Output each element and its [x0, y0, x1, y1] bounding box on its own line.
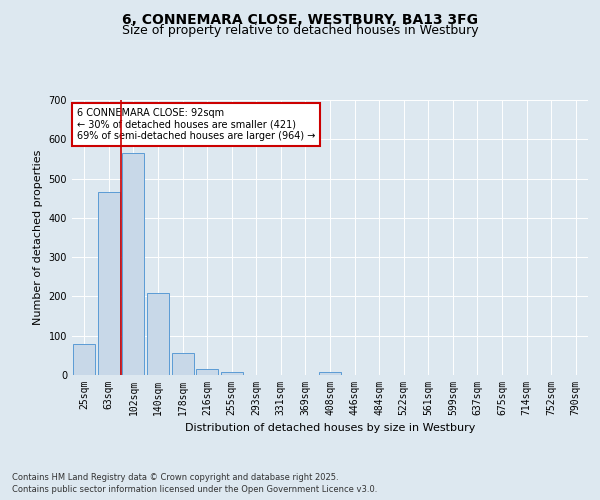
Bar	[221, 372, 243, 375]
Bar	[196, 369, 218, 375]
Bar	[98, 192, 120, 375]
Text: 6 CONNEMARA CLOSE: 92sqm
← 30% of detached houses are smaller (421)
69% of semi-: 6 CONNEMARA CLOSE: 92sqm ← 30% of detach…	[77, 108, 316, 142]
X-axis label: Distribution of detached houses by size in Westbury: Distribution of detached houses by size …	[185, 424, 475, 434]
Bar	[73, 344, 95, 375]
Text: Contains HM Land Registry data © Crown copyright and database right 2025.: Contains HM Land Registry data © Crown c…	[12, 472, 338, 482]
Y-axis label: Number of detached properties: Number of detached properties	[33, 150, 43, 325]
Bar	[172, 354, 194, 375]
Text: Size of property relative to detached houses in Westbury: Size of property relative to detached ho…	[122, 24, 478, 37]
Text: 6, CONNEMARA CLOSE, WESTBURY, BA13 3FG: 6, CONNEMARA CLOSE, WESTBURY, BA13 3FG	[122, 12, 478, 26]
Bar	[122, 153, 145, 375]
Bar	[319, 372, 341, 375]
Text: Contains public sector information licensed under the Open Government Licence v3: Contains public sector information licen…	[12, 485, 377, 494]
Bar	[147, 292, 169, 375]
